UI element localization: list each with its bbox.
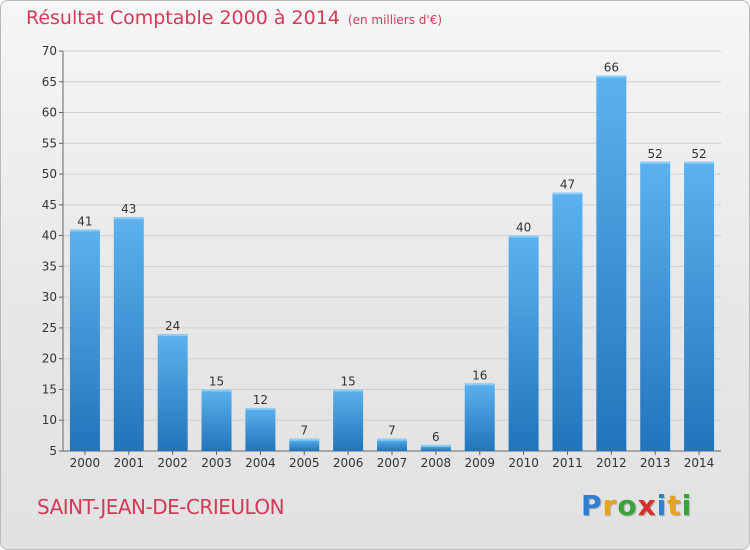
- bar-highlight: [158, 334, 188, 336]
- y-tick-label: 40: [42, 229, 57, 243]
- bar-value-label: 43: [121, 202, 136, 216]
- bar-highlight: [70, 229, 100, 231]
- bar-value-label: 7: [388, 424, 396, 438]
- logo-letter: t: [667, 489, 681, 522]
- x-tick-label: 2000: [70, 456, 101, 470]
- bar-highlight: [552, 193, 582, 195]
- proxiti-logo[interactable]: Proxiti: [581, 489, 692, 522]
- y-tick-label: 50: [42, 167, 57, 181]
- logo-letter: P: [581, 489, 603, 522]
- bar-value-label: 40: [516, 221, 531, 235]
- bar-highlight: [509, 236, 539, 238]
- x-tick-label: 2011: [552, 456, 583, 470]
- bar: [70, 229, 100, 451]
- x-tick-label: 2004: [245, 456, 276, 470]
- bar-value-label: 41: [77, 214, 92, 228]
- bar-value-label: 6: [432, 430, 440, 444]
- bar-value-label: 52: [648, 147, 663, 161]
- x-tick-label: 2003: [201, 456, 232, 470]
- bar: [114, 217, 144, 451]
- logo-letter: x: [638, 489, 657, 522]
- commune-name: SAINT-JEAN-DE-CRIEULON: [37, 495, 284, 519]
- bar: [684, 162, 714, 451]
- logo-letter: r: [603, 489, 618, 522]
- bar-value-label: 24: [165, 319, 180, 333]
- bar: [596, 76, 626, 451]
- x-tick-label: 2001: [114, 456, 145, 470]
- y-tick-label: 60: [42, 106, 57, 120]
- bar-value-label: 12: [253, 393, 268, 407]
- bar-value-label: 15: [340, 374, 355, 388]
- bar-highlight: [684, 162, 714, 164]
- bar-highlight: [202, 389, 232, 391]
- bar-highlight: [333, 389, 363, 391]
- logo-letter: o: [617, 489, 637, 522]
- bar-value-label: 7: [300, 424, 308, 438]
- bar-value-label: 66: [604, 61, 619, 75]
- x-tick-label: 2012: [596, 456, 627, 470]
- bar: [158, 334, 188, 451]
- y-tick-label: 30: [42, 290, 57, 304]
- y-tick-label: 65: [42, 75, 57, 89]
- logo-letter: i: [682, 489, 693, 522]
- bar-highlight: [465, 383, 495, 385]
- bar-highlight: [245, 408, 275, 410]
- x-tick-label: 2002: [157, 456, 188, 470]
- bar-highlight: [596, 76, 626, 78]
- bar: [465, 383, 495, 451]
- bar-highlight: [289, 439, 319, 441]
- x-tick-label: 2014: [684, 456, 715, 470]
- bar-value-label: 47: [560, 178, 575, 192]
- bar: [640, 162, 670, 451]
- y-tick-label: 20: [42, 352, 57, 366]
- y-tick-label: 5: [49, 444, 57, 458]
- x-tick-label: 2010: [508, 456, 539, 470]
- y-tick-label: 35: [42, 259, 57, 273]
- x-tick-label: 2009: [464, 456, 495, 470]
- bar: [552, 193, 582, 451]
- y-tick-label: 55: [42, 136, 57, 150]
- bars: [70, 76, 714, 451]
- bar: [333, 389, 363, 451]
- y-tick-label: 25: [42, 321, 57, 335]
- bar-chart: 5 10 15 20 25 30 35 40 45 50 55 60 65 70 41 2000 43 2001…: [1, 1, 750, 550]
- chart-frame: Résultat Comptable 2000 à 2014 (en millie…: [0, 0, 750, 550]
- x-tick-label: 2006: [333, 456, 364, 470]
- logo-letter: i: [657, 489, 668, 522]
- x-tick-label: 2005: [289, 456, 320, 470]
- x-tick-label: 2013: [640, 456, 671, 470]
- y-tick-label: 15: [42, 382, 57, 396]
- x-tick-label: 2008: [421, 456, 452, 470]
- bar-value-label: 52: [691, 147, 706, 161]
- bar-highlight: [377, 439, 407, 441]
- bar-value-label: 15: [209, 374, 224, 388]
- bar-highlight: [421, 445, 451, 447]
- y-tick-label: 45: [42, 198, 57, 212]
- bar-value-label: 16: [472, 368, 487, 382]
- bar-highlight: [114, 217, 144, 219]
- bar: [245, 408, 275, 451]
- y-tick-label: 70: [42, 44, 57, 58]
- bar: [202, 389, 232, 451]
- bar: [509, 236, 539, 451]
- y-tick-label: 10: [42, 413, 57, 427]
- x-tick-label: 2007: [377, 456, 408, 470]
- bar-highlight: [640, 162, 670, 164]
